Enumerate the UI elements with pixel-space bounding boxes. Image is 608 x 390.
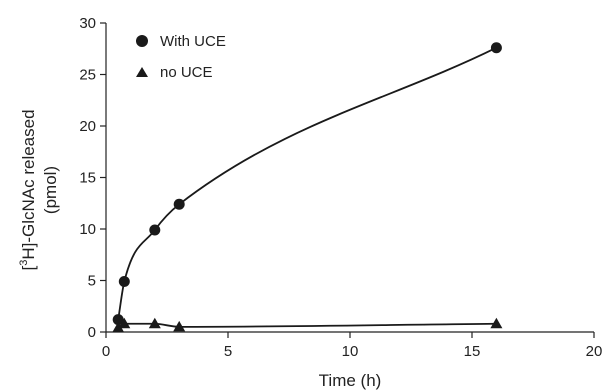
y-axis-title-unit: (pmol) <box>41 166 60 214</box>
data-point-with-uce <box>173 198 185 210</box>
data-point-no-uce <box>173 320 186 332</box>
y-axis-title-main: H]-GlcNAc released <box>19 109 38 259</box>
data-point-no-uce <box>490 317 503 329</box>
legend: With UCE no UCE <box>136 33 226 81</box>
y-axis-title: [3H]-GlcNAc released (pmol) <box>18 109 60 270</box>
series-layer <box>112 42 503 333</box>
y-tick-label: 10 <box>79 221 96 238</box>
series-line-no-uce <box>117 322 497 329</box>
x-tick-label: 5 <box>224 343 232 360</box>
x-axis-title: Time (h) <box>319 371 382 390</box>
y-tick-label: 30 <box>79 15 96 32</box>
series-line-with-uce <box>117 46 497 320</box>
legend-marker-no-uce <box>136 67 148 77</box>
data-point-with-uce <box>490 42 502 54</box>
data-point-with-uce <box>112 314 124 326</box>
data-point-no-uce <box>112 321 125 333</box>
legend-label-no-uce: no UCE <box>160 64 213 81</box>
y-ticks: 0 5 10 15 20 25 30 <box>79 15 106 341</box>
data-point-with-uce <box>118 276 130 288</box>
x-tick-label: 10 <box>342 343 359 360</box>
x-ticks: 0 5 10 15 20 <box>102 332 603 360</box>
y-tick-label: 20 <box>79 118 96 135</box>
data-point-no-uce <box>118 317 131 329</box>
y-tick-label: 0 <box>88 324 96 341</box>
x-tick-label: 15 <box>464 343 481 360</box>
legend-marker-with-uce <box>136 35 148 47</box>
y-axis-title-open-bracket: [ <box>19 266 38 271</box>
svg-text:[3H]-GlcNAc released: [3H]-GlcNAc released <box>18 109 38 270</box>
y-axis-title-superscript: 3 <box>18 260 30 266</box>
y-tick-label: 5 <box>88 273 96 290</box>
x-tick-label: 0 <box>102 343 110 360</box>
data-point-no-uce <box>148 317 161 329</box>
x-tick-label: 20 <box>586 343 603 360</box>
legend-label-with-uce: With UCE <box>160 33 226 50</box>
y-tick-label: 15 <box>79 170 96 187</box>
y-tick-label: 25 <box>79 67 96 84</box>
data-point-with-uce <box>149 224 161 236</box>
